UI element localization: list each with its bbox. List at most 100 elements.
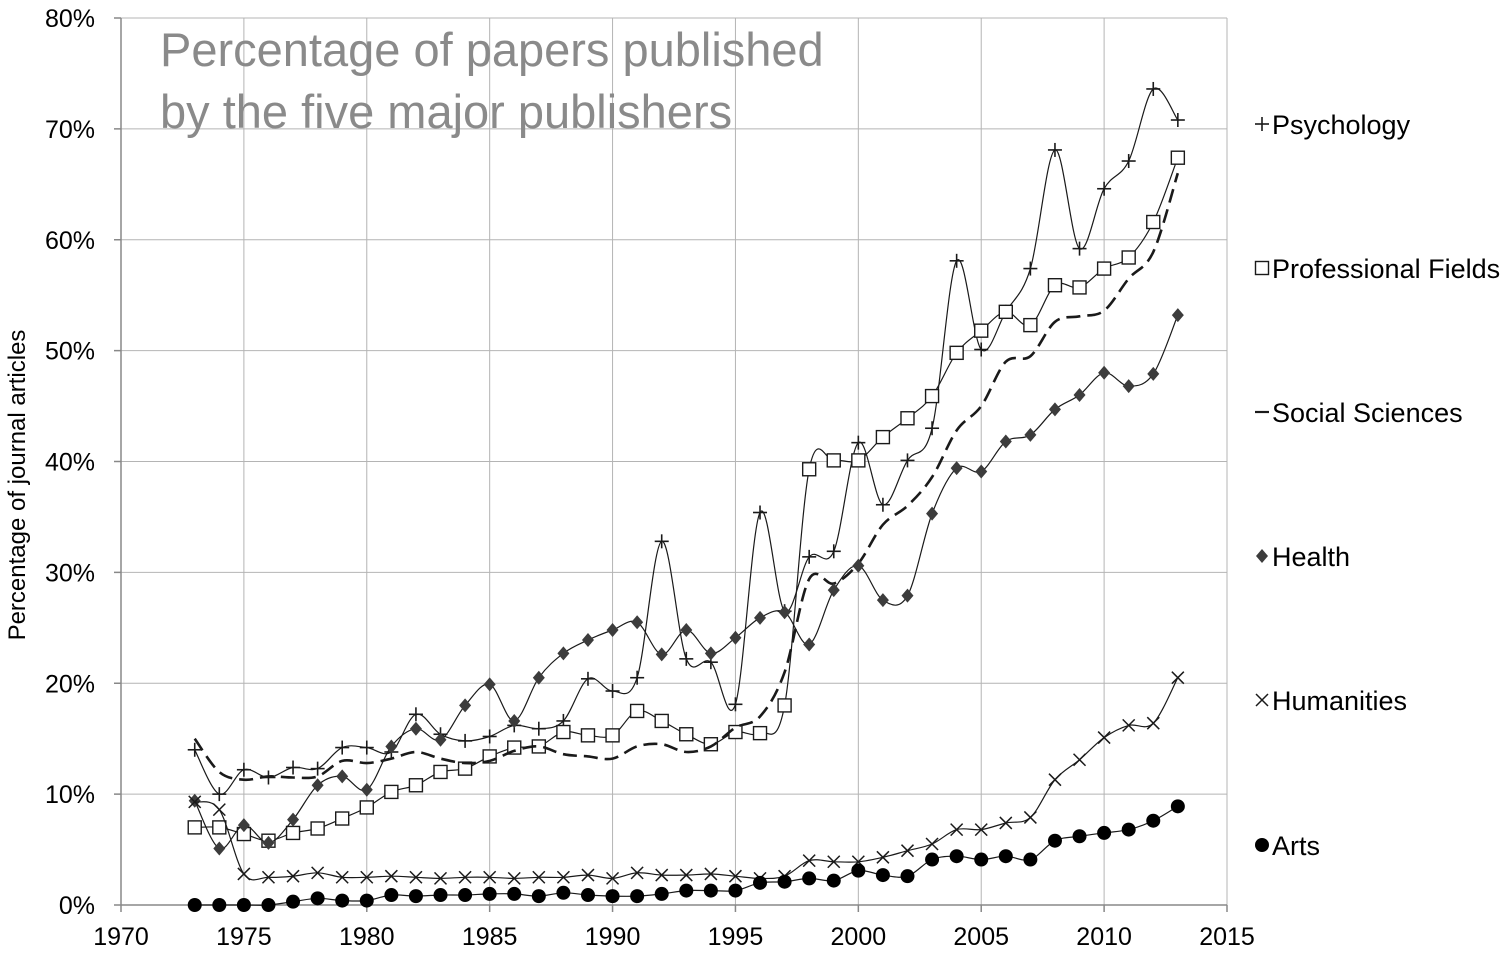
y-tick-label: 0%	[59, 892, 95, 920]
data-point-professional-fields	[900, 411, 915, 426]
data-point-humanities	[1122, 718, 1136, 732]
data-point-arts	[261, 898, 276, 912]
x-tick-label: 1995	[708, 923, 764, 951]
marker-x-b	[532, 870, 546, 884]
data-point-arts	[654, 886, 669, 901]
data-point-psychology	[900, 453, 915, 468]
data-point-professional-fields	[974, 323, 989, 338]
data-point-professional-fields	[556, 724, 571, 740]
legend-marker	[1255, 117, 1269, 131]
data-point-humanities	[507, 871, 521, 885]
data-point-humanities	[409, 870, 423, 884]
data-point-psychology	[728, 697, 743, 712]
data-point-health	[926, 506, 939, 521]
data-point-professional-fields	[924, 388, 940, 404]
marker-x-b	[728, 869, 742, 883]
data-point-health	[876, 593, 889, 608]
marker-x-b	[802, 854, 816, 868]
data-point-health	[311, 778, 324, 793]
data-point-humanities	[1097, 731, 1111, 745]
x-tick-label: 2010	[1076, 923, 1132, 951]
y-tick-label: 30%	[45, 559, 95, 587]
series-line-psychology	[194, 87, 1179, 795]
data-point-humanities	[335, 870, 349, 884]
marker-x-b	[409, 870, 423, 884]
data-point-arts	[384, 888, 399, 903]
marker-x-b	[188, 795, 202, 809]
y-tick-label: 20%	[45, 670, 95, 698]
data-point-professional-fields	[629, 703, 645, 719]
data-point-professional-fields	[1072, 280, 1087, 295]
data-point-psychology	[236, 762, 251, 777]
marker-x-b	[704, 867, 718, 881]
data-point-psychology	[679, 651, 694, 666]
marker-x-b	[581, 868, 595, 882]
marker-x-b	[483, 870, 497, 884]
series-health	[188, 308, 1184, 856]
data-point-professional-fields	[1121, 250, 1136, 265]
x-tick-label: 2000	[831, 923, 887, 951]
legend-item-humanities: Humanities	[1255, 686, 1407, 716]
data-point-psychology	[1146, 81, 1161, 96]
data-point-health	[999, 434, 1012, 449]
data-point-psychology	[408, 707, 423, 722]
data-point-arts	[900, 869, 915, 884]
marker-x-b	[335, 870, 349, 884]
data-point-professional-fields	[777, 698, 792, 713]
data-point-arts	[1023, 852, 1038, 867]
x-tick-label: 1975	[216, 923, 272, 951]
data-point-humanities	[1048, 773, 1062, 787]
marker-x-b	[950, 823, 964, 837]
y-tick-label: 80%	[45, 5, 95, 33]
legend-marker	[1255, 693, 1269, 707]
data-point-humanities	[1171, 671, 1185, 685]
data-point-health	[360, 782, 373, 797]
marker-x-b	[556, 870, 570, 884]
data-point-psychology	[1170, 113, 1185, 128]
data-point-health	[680, 623, 693, 638]
marker-x-b	[827, 855, 841, 869]
data-point-humanities	[360, 870, 374, 884]
data-point-health	[803, 637, 816, 652]
data-point-health	[606, 623, 619, 638]
data-point-health	[581, 633, 594, 648]
data-point-humanities	[630, 866, 644, 880]
data-point-arts	[826, 873, 841, 888]
data-point-arts	[1072, 829, 1087, 844]
marker-x-b	[999, 816, 1013, 830]
marker-x-b	[1023, 810, 1037, 824]
data-point-health	[1048, 402, 1061, 417]
marker-x-b	[630, 866, 644, 880]
marker-x-b	[1097, 731, 1111, 745]
data-point-psychology	[925, 421, 940, 436]
data-point-humanities	[1146, 716, 1160, 730]
data-point-arts	[359, 893, 374, 908]
data-point-psychology	[1121, 154, 1136, 169]
marker-x-b	[261, 870, 275, 884]
data-point-professional-fields	[679, 727, 694, 742]
data-point-health	[237, 818, 250, 833]
data-point-psychology	[1072, 241, 1087, 256]
marker-x-b	[458, 870, 472, 884]
data-point-arts	[236, 898, 251, 912]
data-point-humanities	[974, 823, 988, 837]
marker-x-b	[507, 871, 521, 885]
data-point-arts	[998, 849, 1013, 864]
data-point-arts	[605, 889, 620, 904]
data-point-arts	[949, 849, 964, 864]
series-professional-fields	[187, 150, 1186, 848]
data-point-humanities	[188, 795, 202, 809]
data-point-health	[704, 646, 717, 661]
marker-x-b	[311, 866, 325, 880]
data-point-professional-fields	[212, 820, 227, 835]
legend-item-professional-fields: Professional Fields	[1254, 254, 1500, 284]
data-point-health	[975, 464, 988, 479]
data-point-health	[827, 583, 840, 598]
y-tick-label: 50%	[45, 338, 95, 366]
data-point-humanities	[679, 868, 693, 882]
data-point-humanities	[655, 868, 669, 882]
data-point-professional-fields	[335, 811, 350, 826]
data-point-arts	[974, 852, 989, 867]
legend-marker	[1254, 260, 1270, 276]
data-point-humanities	[311, 866, 325, 880]
